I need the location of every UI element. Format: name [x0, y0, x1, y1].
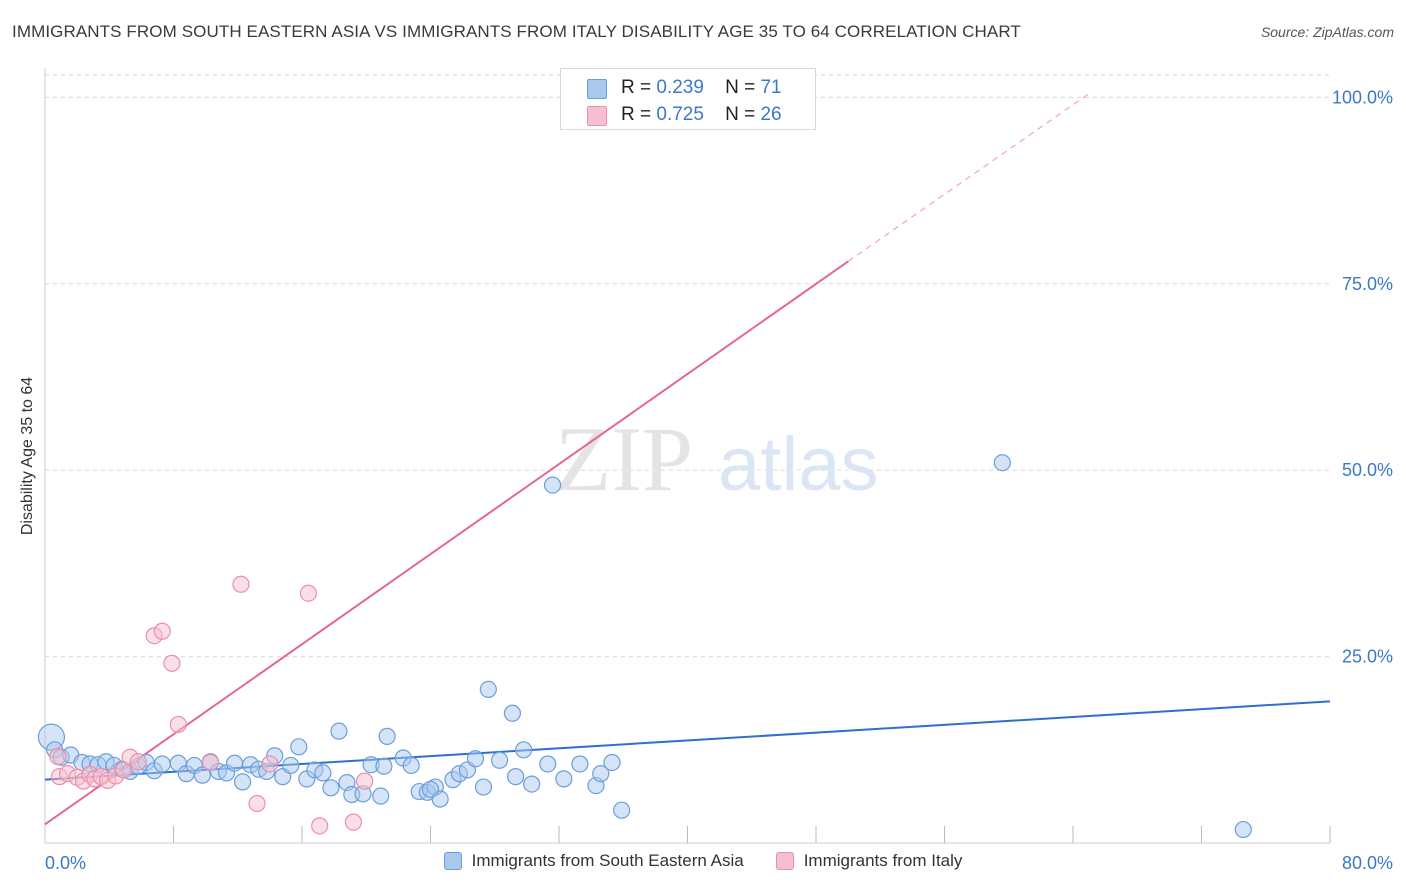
- legend-label: Immigrants from South Eastern Asia: [471, 851, 744, 870]
- data-point-south-eastern-asia: [330, 722, 348, 740]
- legend-swatch-pink: [775, 852, 794, 870]
- data-point-italy: [163, 654, 181, 672]
- data-point-south-eastern-asia: [375, 757, 393, 775]
- data-point-south-eastern-asia: [613, 801, 631, 819]
- y-tick-label: 100.0%: [1332, 87, 1393, 107]
- data-point-south-eastern-asia: [523, 775, 541, 793]
- data-point-italy: [311, 817, 329, 835]
- data-point-south-eastern-asia: [543, 476, 562, 494]
- data-point-italy: [153, 622, 171, 640]
- chart-legend: Immigrants from South Eastern Asia Immig…: [0, 851, 1406, 871]
- data-point-italy: [129, 753, 147, 771]
- stats-legend: R = 0.239 N = 71 R = 0.725 N = 26: [560, 68, 816, 130]
- data-point-south-eastern-asia: [421, 780, 440, 798]
- data-point-south-eastern-asia: [290, 738, 308, 756]
- data-point-italy: [201, 753, 220, 772]
- source-credit: Source: ZipAtlas.com: [1260, 24, 1394, 40]
- legend-item-south-eastern-asia[interactable]: Immigrants from South Eastern Asia: [443, 851, 744, 871]
- r-label: R =: [621, 77, 652, 98]
- data-point-south-eastern-asia: [402, 756, 420, 775]
- data-point-south-eastern-asia: [993, 454, 1011, 472]
- n-label: N =: [725, 104, 756, 125]
- data-point-south-eastern-asia: [153, 755, 171, 773]
- data-point-italy: [248, 794, 266, 813]
- watermark-zip: ZIP: [555, 408, 693, 510]
- tick-labels: 25.0% 50.0% 75.0% 100.0% 0.0% 80.0%: [45, 87, 1393, 873]
- n-value: 71: [760, 77, 782, 98]
- data-point-south-eastern-asia: [503, 704, 522, 722]
- r-value: 0.239: [656, 77, 704, 98]
- trend-line-italy-extension: [847, 93, 1090, 262]
- data-point-south-eastern-asia: [479, 680, 497, 699]
- data-point-italy: [261, 755, 279, 773]
- y-tick-label: 25.0%: [1342, 647, 1393, 667]
- data-point-south-eastern-asia: [571, 755, 589, 773]
- axes: [44, 68, 1331, 844]
- data-point-south-eastern-asia: [603, 753, 621, 772]
- data-point-south-eastern-asia: [592, 765, 610, 783]
- data-point-italy: [299, 584, 318, 602]
- data-point-south-eastern-asia: [225, 754, 244, 772]
- data-point-south-eastern-asia: [322, 779, 340, 797]
- data-point-south-eastern-asia: [539, 755, 557, 773]
- data-point-south-eastern-asia: [507, 768, 525, 786]
- legend-swatch-blue: [443, 852, 462, 870]
- r-label: R =: [621, 104, 652, 125]
- data-point-italy: [169, 715, 187, 734]
- y-tick-label: 50.0%: [1342, 460, 1393, 480]
- legend-label: Immigrants from Italy: [803, 851, 963, 870]
- y-tick-label: 75.0%: [1342, 274, 1393, 294]
- data-point-italy: [344, 813, 362, 831]
- trend-line-italy: [44, 260, 849, 826]
- series-south-eastern-asia-points: [37, 454, 1252, 839]
- data-point-south-eastern-asia: [193, 766, 212, 784]
- gridlines: [45, 74, 1330, 658]
- data-point-south-eastern-asia: [466, 750, 485, 768]
- data-point-south-eastern-asia: [555, 770, 573, 788]
- data-point-italy: [356, 772, 374, 790]
- data-point-south-eastern-asia: [490, 751, 509, 769]
- watermark-atlas: atlas: [718, 422, 879, 507]
- chart-title: IMMIGRANTS FROM SOUTH EASTERN ASIA VS IM…: [12, 22, 1021, 41]
- data-point-italy: [49, 747, 67, 766]
- series-italy-points: [49, 87, 775, 835]
- data-point-south-eastern-asia: [372, 787, 390, 805]
- r-value: 0.725: [656, 104, 704, 125]
- data-point-south-eastern-asia: [474, 778, 493, 796]
- stats-swatch-pink: [587, 106, 607, 126]
- data-point-south-eastern-asia: [282, 756, 300, 775]
- n-label: N =: [725, 77, 756, 98]
- data-point-south-eastern-asia: [378, 727, 396, 745]
- n-value: 26: [760, 104, 782, 125]
- data-point-south-eastern-asia: [314, 764, 332, 782]
- x-tick-label: 80.0%: [1342, 853, 1393, 873]
- data-point-italy: [232, 575, 250, 593]
- data-point-south-eastern-asia: [515, 741, 533, 759]
- legend-item-italy[interactable]: Immigrants from Italy: [775, 851, 963, 871]
- data-point-south-eastern-asia: [233, 773, 252, 791]
- x-tick-label: 0.0%: [45, 853, 86, 873]
- stats-swatch-blue: [587, 79, 607, 99]
- data-point-south-eastern-asia: [1234, 820, 1252, 839]
